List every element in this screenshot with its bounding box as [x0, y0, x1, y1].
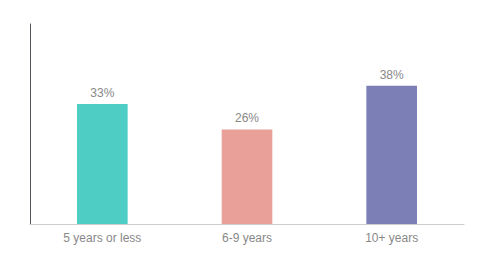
svg-text:6-9 years: 6-9 years [222, 231, 272, 245]
svg-text:33%: 33% [90, 86, 114, 100]
svg-text:26%: 26% [235, 111, 259, 125]
svg-text:5 years or less: 5 years or less [63, 231, 141, 245]
svg-text:38%: 38% [380, 68, 404, 82]
svg-text:10+ years: 10+ years [365, 231, 418, 245]
